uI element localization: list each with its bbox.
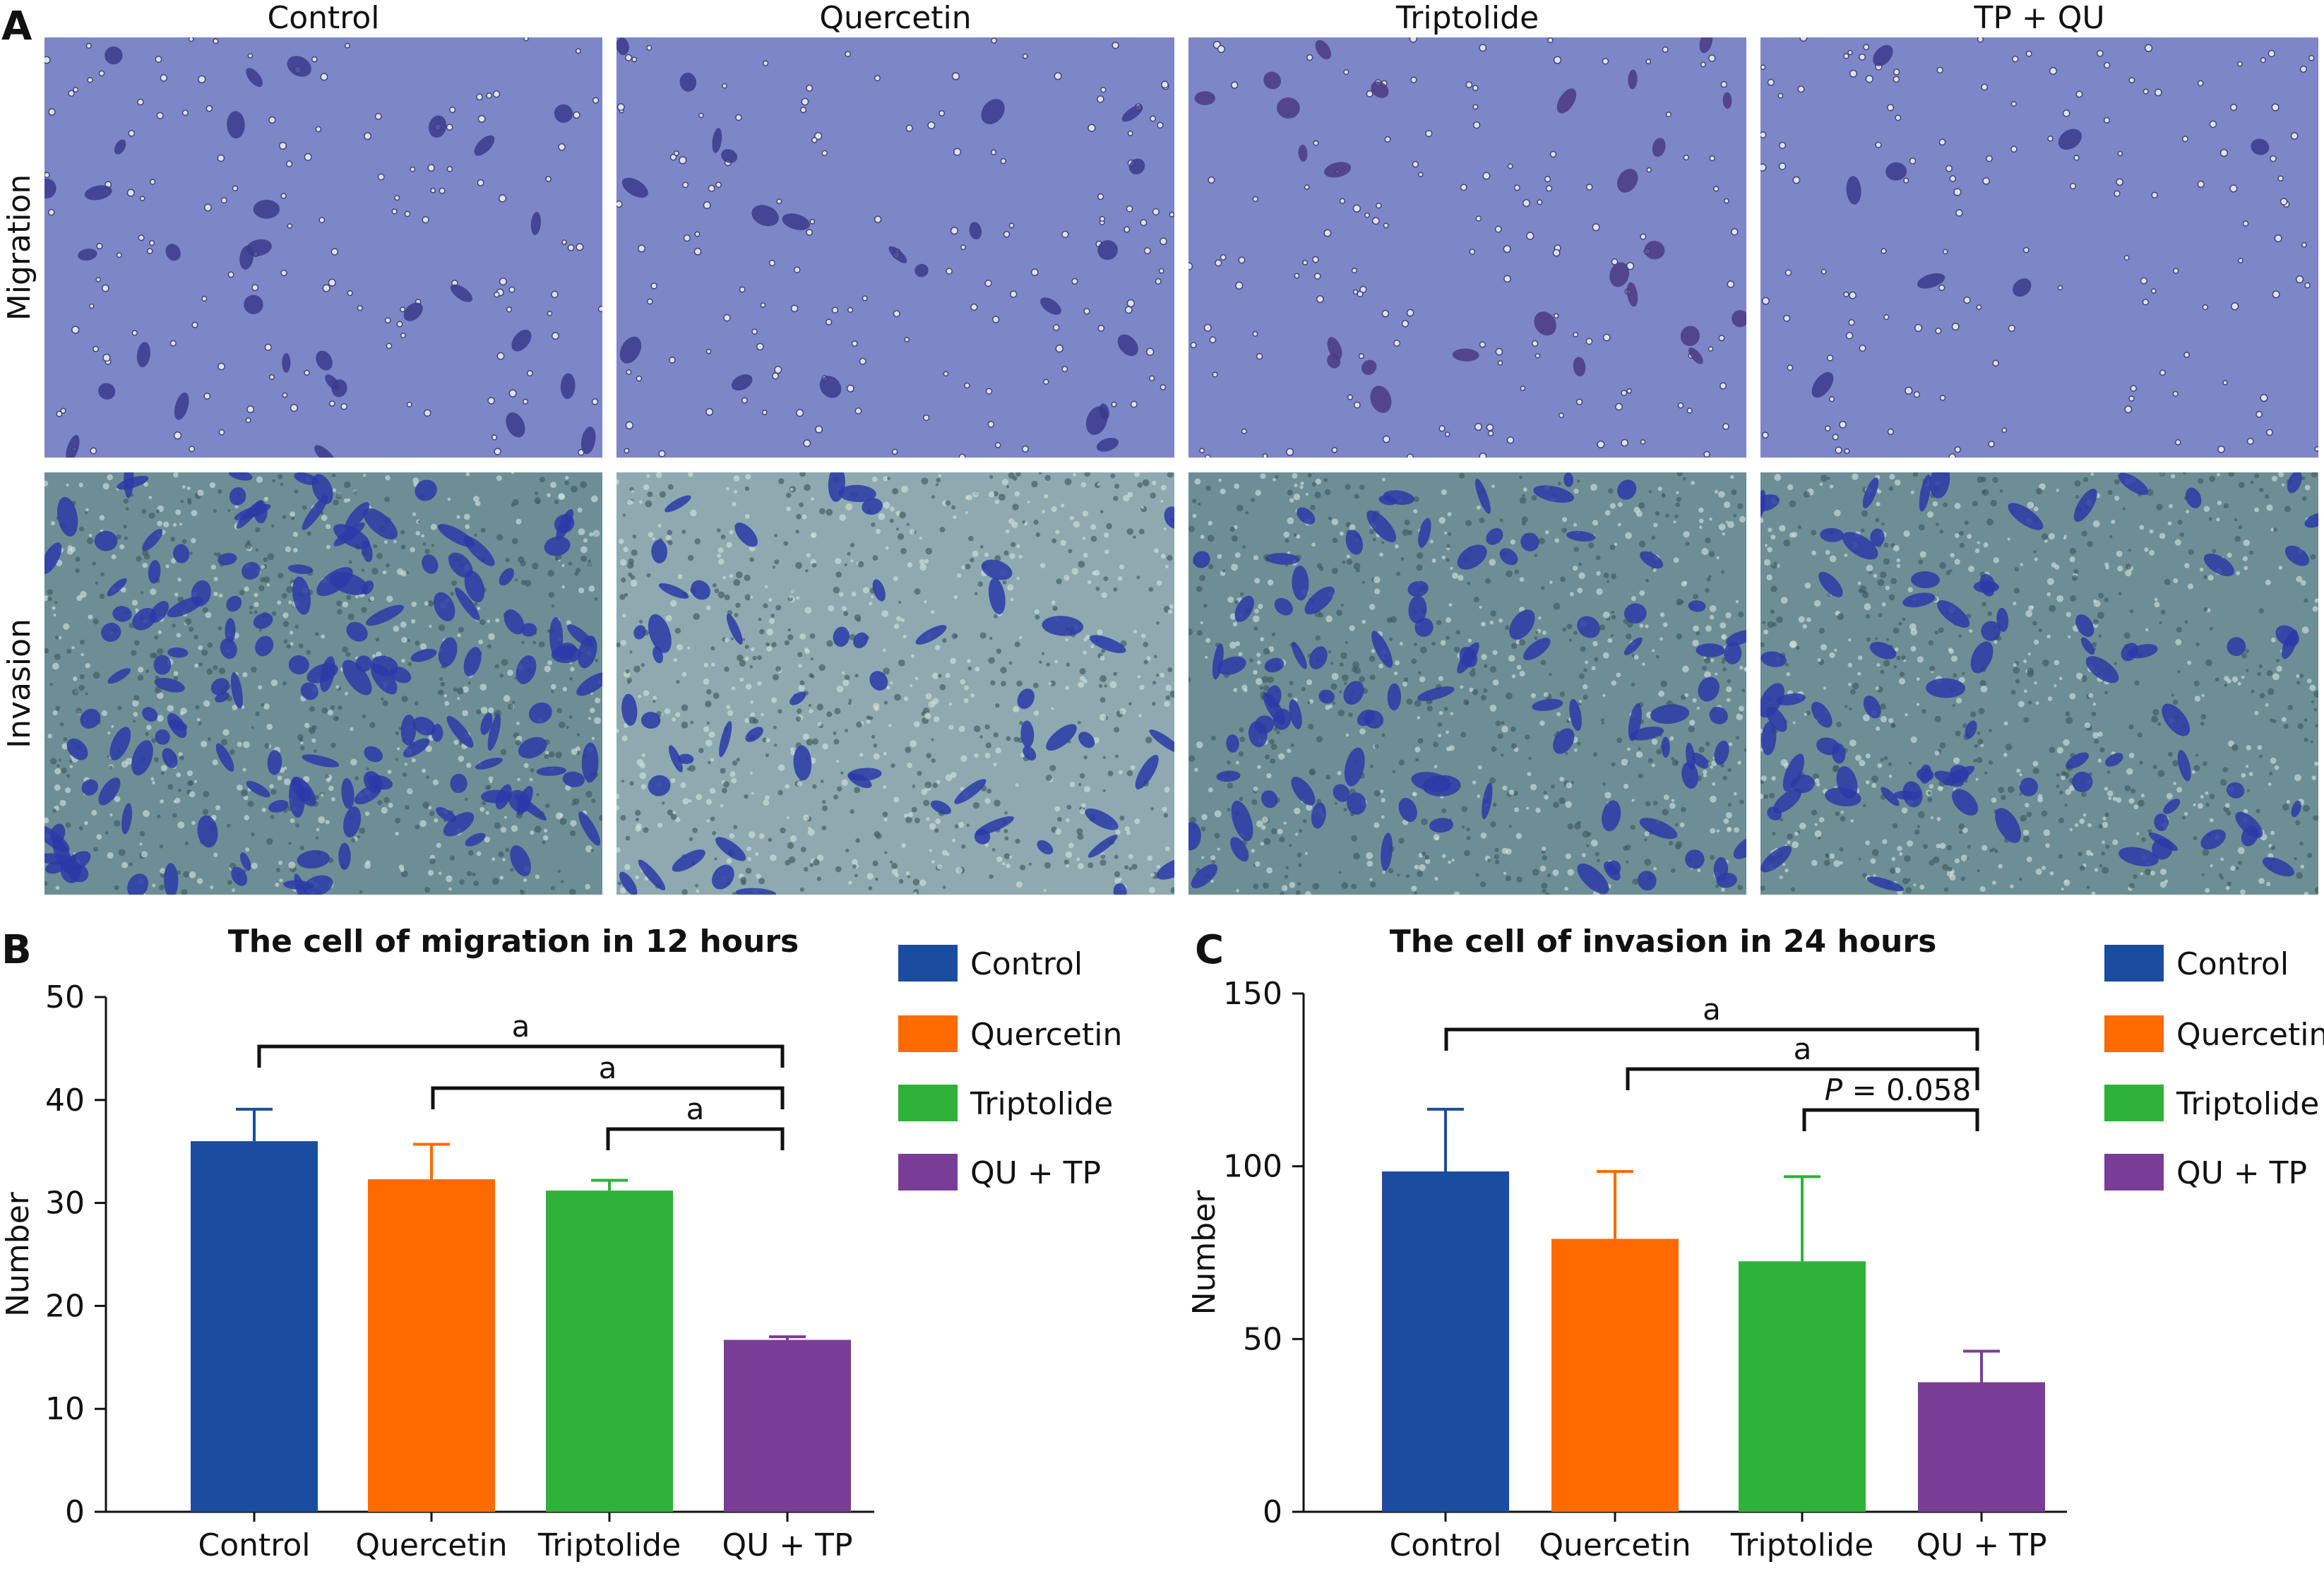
- legend-swatch: [2104, 1154, 2164, 1191]
- significance-bracket: [1626, 1067, 1979, 1090]
- y-tick-label: 10: [45, 1391, 85, 1427]
- significance-label: a: [512, 1009, 530, 1044]
- invasion-micrograph-4: [1760, 472, 2318, 895]
- legend-label: Quercetin: [970, 1017, 1122, 1053]
- legend-label: Control: [2176, 946, 2289, 982]
- y-tick-label: 50: [45, 979, 85, 1015]
- legend-swatch: [898, 1015, 958, 1052]
- column-label-1: Control: [267, 0, 379, 36]
- y-tick-label: 0: [1263, 1494, 1282, 1530]
- y-axis-label: Number: [0, 1191, 36, 1317]
- panel-letter-a: A: [1, 4, 32, 49]
- column-label-2: Quercetin: [819, 0, 971, 36]
- legend-label: Quercetin: [2176, 1017, 2324, 1053]
- y-tick-label: 0: [65, 1494, 85, 1530]
- x-tick-label: Triptolide: [1730, 1527, 1873, 1563]
- bar-quercetin: [368, 1179, 495, 1512]
- migration-micrograph-3: [1188, 37, 1746, 458]
- migration-micrograph-2: [616, 37, 1174, 458]
- column-label-3: Triptolide: [1395, 0, 1539, 36]
- legend-swatch: [898, 945, 958, 982]
- legend-swatch: [2104, 1015, 2164, 1052]
- legend-label: QU + TP: [2176, 1155, 2307, 1191]
- x-tick-label: Control: [1389, 1527, 1501, 1563]
- bar-qu-tp: [724, 1340, 851, 1512]
- significance-label: a: [686, 1092, 705, 1126]
- x-tick-label: Quercetin: [355, 1527, 507, 1563]
- row-label-invasion: Invasion: [1, 619, 37, 748]
- bar-control: [191, 1141, 318, 1512]
- bar-triptolide: [1739, 1261, 1866, 1512]
- legend-swatch: [2104, 945, 2164, 982]
- bar-qu-tp: [1918, 1382, 2045, 1512]
- invasion-micrograph-2: [616, 472, 1174, 895]
- chart-b: B The cell of migration in 12 hours 0 10 20 3…: [0, 924, 1122, 1563]
- y-tick-label: 40: [45, 1082, 85, 1118]
- migration-micrograph-4: [1760, 37, 2318, 458]
- bar-quercetin: [1551, 1239, 1679, 1512]
- panel-letter-b: B: [1, 927, 32, 973]
- x-tick-label: Triptolide: [537, 1527, 681, 1563]
- significance-label: a: [1794, 1032, 1812, 1066]
- legend-label: QU + TP: [970, 1155, 1101, 1191]
- significance-bracket: [257, 1044, 785, 1068]
- y-tick-label: 150: [1223, 976, 1282, 1012]
- significance-bracket: [431, 1086, 785, 1109]
- significance-bracket: [606, 1127, 785, 1150]
- significance-label: P = 0.058: [1825, 1073, 1971, 1107]
- chart-title: The cell of invasion in 24 hours: [1390, 924, 1937, 960]
- legend-swatch: [898, 1085, 958, 1121]
- x-tick-label: QU + TP: [722, 1527, 852, 1563]
- legend-label: Control: [970, 946, 1083, 982]
- significance-label: a: [1703, 992, 1721, 1027]
- panel-letter-c: C: [1195, 927, 1224, 973]
- chart-c: C The cell of invasion in 24 hours 0 50 100 1…: [1186, 924, 2324, 1563]
- y-tick-label: 20: [45, 1288, 85, 1324]
- legend-label: Triptolide: [2176, 1086, 2319, 1122]
- significance-bracket: [1802, 1108, 1979, 1131]
- x-tick-label: Quercetin: [1539, 1527, 1691, 1563]
- significance-bracket: [1444, 1027, 1979, 1051]
- legend-swatch: [2104, 1085, 2164, 1121]
- y-tick-label: 100: [1223, 1149, 1282, 1185]
- legend-label: Triptolide: [970, 1086, 1113, 1122]
- invasion-micrograph-1: [44, 472, 602, 895]
- legend-swatch: [898, 1154, 958, 1191]
- y-tick-label: 50: [1243, 1321, 1282, 1357]
- chart-title: The cell of migration in 12 hours: [228, 924, 799, 960]
- column-label-4: TP + QU: [1973, 0, 2104, 36]
- row-label-migration: Migration: [1, 174, 37, 321]
- y-tick-label: 30: [45, 1186, 85, 1222]
- migration-micrograph-1: [44, 37, 602, 458]
- y-axis-label: Number: [1186, 1190, 1222, 1316]
- bar-control: [1382, 1171, 1509, 1512]
- invasion-micrograph-3: [1188, 472, 1746, 895]
- x-tick-label: Control: [198, 1527, 310, 1563]
- x-tick-label: QU + TP: [1916, 1527, 2046, 1563]
- significance-label: a: [599, 1051, 617, 1085]
- bar-triptolide: [546, 1191, 673, 1512]
